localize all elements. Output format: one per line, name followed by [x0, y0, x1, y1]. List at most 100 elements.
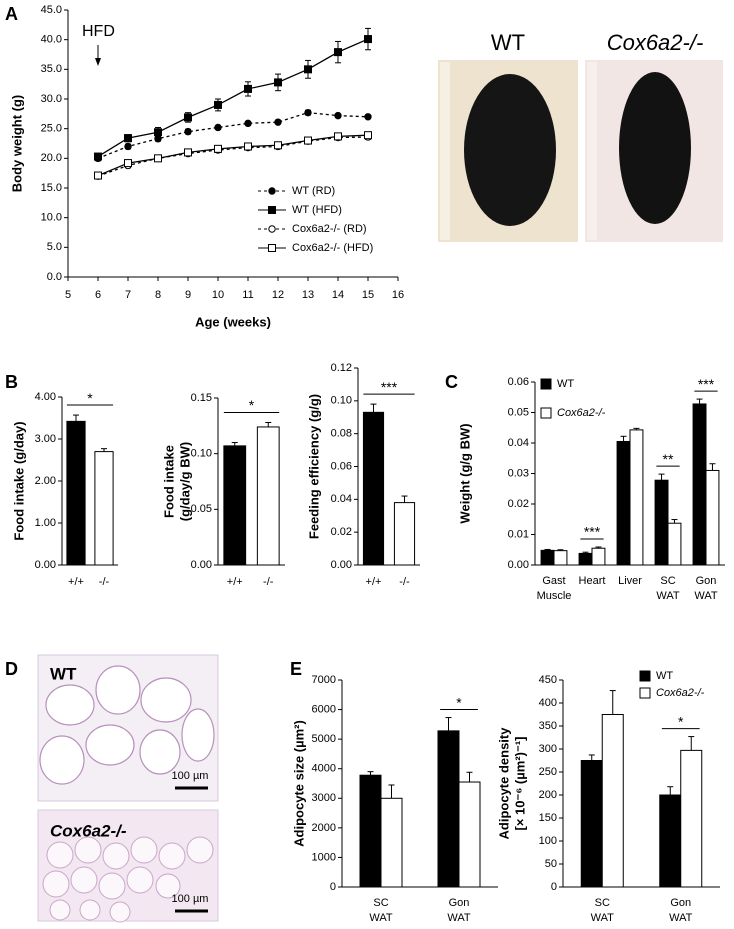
mouse-photos: WT Cox6a2-/-: [438, 30, 723, 242]
legend-label: WT: [557, 378, 574, 390]
marker: [94, 171, 102, 180]
y-tick-label: 0.06: [508, 376, 529, 388]
y-tick-label: 4.00: [35, 391, 56, 403]
annotation-arrowhead: [95, 58, 101, 66]
y-tick-label: 2000: [312, 822, 336, 834]
marker: [244, 119, 252, 128]
y-tick-label: 250: [539, 766, 557, 778]
y-tick-label: 0.04: [508, 437, 529, 449]
y-tick-label: 300: [539, 743, 557, 755]
y-tick-label: 1.00: [35, 517, 56, 529]
bar: [380, 797, 403, 888]
bar: [578, 552, 593, 566]
marker: [184, 148, 192, 157]
x-tick-label: WAT: [369, 912, 392, 924]
y-tick-label: 1000: [312, 851, 336, 863]
x-tick-label: 10: [212, 289, 224, 301]
x-axis-title: Age (weeks): [195, 314, 271, 329]
marker: [334, 132, 342, 141]
legend-label: Cox6a2-/- (RD): [292, 223, 367, 235]
marker: [304, 108, 312, 117]
significance-label: *: [249, 397, 255, 413]
bar: [553, 550, 568, 566]
x-tick-label: Gast: [542, 575, 565, 587]
x-tick-label: 14: [332, 289, 344, 301]
y-tick-label: 40.0: [41, 34, 62, 46]
bar: [94, 451, 114, 566]
y-tick-label: 35.0: [41, 63, 62, 75]
bar: [580, 760, 603, 888]
x-tick-label: WAT: [656, 590, 679, 602]
x-tick-label: Gon: [449, 897, 470, 909]
y-axis-title: Adipocyte size (µm²): [291, 720, 306, 847]
marker: [268, 225, 276, 233]
y-tick-label: 3.00: [35, 433, 56, 445]
bar: [540, 549, 555, 566]
x-tick-label: 7: [125, 289, 131, 301]
x-tick-label: WAT: [669, 912, 692, 924]
micrograph-label: Cox6a2-/-: [50, 821, 127, 840]
legend-label: WT (HFD): [292, 204, 342, 216]
y-tick-label: 350: [539, 720, 557, 732]
x-tick-label: Liver: [618, 575, 642, 587]
marker: [214, 144, 222, 153]
mouse-wt: [464, 74, 556, 226]
bar: [66, 420, 86, 566]
significance-label: **: [663, 451, 674, 467]
marker: [124, 159, 132, 168]
marker: [364, 35, 372, 44]
bar: [256, 426, 280, 566]
y-tick-label: 25.0: [41, 123, 62, 135]
marker: [274, 78, 282, 87]
marker: [268, 206, 276, 214]
y-tick-label: 0: [330, 881, 336, 893]
x-tick-label: -/-: [399, 576, 410, 588]
marker: [94, 152, 102, 161]
x-tick-label: Gon: [696, 575, 717, 587]
marker: [184, 113, 192, 122]
y-tick-label: 4000: [312, 763, 336, 775]
y-tick-label: 0.05: [191, 503, 212, 515]
series-line: [97, 111, 369, 159]
marker: [304, 136, 312, 145]
significance-label: *: [456, 694, 462, 710]
y-axis-title: Feeding efficiency (g/g): [306, 394, 321, 539]
x-tick-label: 12: [272, 289, 284, 301]
y-tick-label: 3000: [312, 792, 336, 804]
y-tick-label: 0.00: [191, 559, 212, 571]
y-tick-label: 0.04: [331, 493, 352, 505]
y-tick-label: 5.0: [47, 241, 62, 253]
marker: [154, 128, 162, 137]
y-axis-title: Body weight (g): [9, 95, 24, 193]
legend-label: WT: [656, 670, 673, 682]
y-tick-label: 0: [551, 881, 557, 893]
y-axis-title: [× 10⁻⁶ (µm²)⁻¹]: [512, 736, 527, 830]
legend-label: Cox6a2-/- (HFD): [292, 242, 373, 254]
bar: [680, 749, 703, 888]
legend-label: WT (RD): [292, 185, 335, 197]
y-tick-label: 0.02: [508, 498, 529, 510]
bar: [659, 794, 682, 888]
series-line: [97, 38, 369, 158]
panel-label: B: [5, 372, 18, 392]
legend-swatch: [540, 407, 552, 419]
y-tick-label: 0.00: [508, 559, 529, 571]
y-tick-label: 0.05: [508, 406, 529, 418]
adipocytes: [39, 665, 215, 785]
y-tick-label: 0.02: [331, 526, 352, 538]
photo-label: Cox6a2-/-: [607, 30, 704, 55]
marker: [274, 141, 282, 150]
x-tick-label: SC: [660, 575, 675, 587]
bar: [223, 445, 247, 566]
marker: [268, 244, 276, 252]
marker: [268, 187, 276, 195]
photo-label: WT: [491, 30, 525, 55]
x-tick-label: -/-: [99, 576, 110, 588]
y-tick-label: 10.0: [41, 212, 62, 224]
significance-label: ***: [698, 376, 715, 392]
panel-label: C: [445, 372, 458, 392]
x-tick-label: -/-: [263, 576, 274, 588]
bar: [359, 774, 382, 888]
